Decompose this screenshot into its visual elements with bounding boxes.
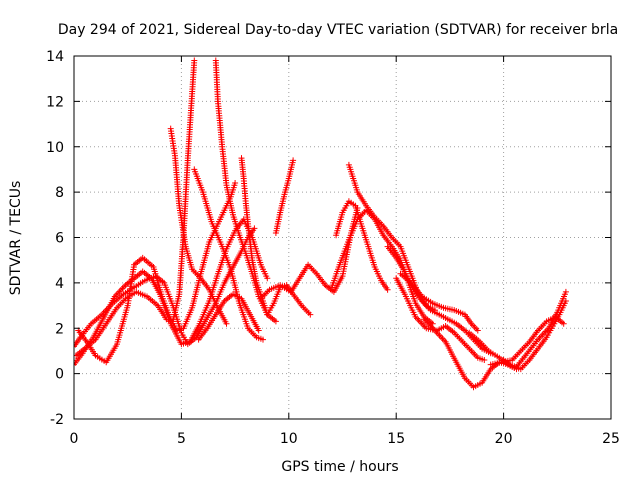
y-tick-label: 12 xyxy=(46,94,64,110)
y-tick-label: 6 xyxy=(55,231,64,247)
y-tick-label: -2 xyxy=(50,412,64,428)
series-arc-15 xyxy=(384,243,494,357)
series-markers xyxy=(167,125,230,327)
chart-title: Day 294 of 2021, Sidereal Day-to-day VTE… xyxy=(58,22,618,38)
series-markers xyxy=(393,275,488,363)
y-tick-label: 8 xyxy=(55,185,64,201)
series-markers xyxy=(191,166,266,343)
series-arc-10 xyxy=(272,157,297,236)
y-tick-label: 4 xyxy=(55,276,64,292)
y-tick-label: 0 xyxy=(55,367,64,383)
series-arc-14 xyxy=(328,207,436,327)
x-tick-label: 25 xyxy=(602,431,620,447)
x-tick-label: 5 xyxy=(177,431,186,447)
series-markers xyxy=(74,57,198,359)
series-markers xyxy=(75,180,239,366)
data-series xyxy=(74,57,569,391)
grid xyxy=(74,56,611,419)
x-tick-label: 20 xyxy=(495,431,513,447)
x-tick-label: 0 xyxy=(70,431,79,447)
x-tick-label: 15 xyxy=(387,431,405,447)
series-markers xyxy=(384,243,494,357)
series-markers xyxy=(500,298,569,373)
series-markers xyxy=(74,225,258,350)
series-arc-4 xyxy=(74,57,198,359)
series-arc-16 xyxy=(393,275,488,363)
series-markers xyxy=(397,270,481,334)
series-markers xyxy=(333,198,391,293)
series-arc-21 xyxy=(500,298,569,373)
y-tick-label: 14 xyxy=(46,49,64,65)
series-markers xyxy=(195,291,262,343)
series-arc-17 xyxy=(397,270,481,334)
series-arc-5 xyxy=(167,125,230,327)
series-markers xyxy=(238,155,314,318)
series-arc-12 xyxy=(333,198,391,293)
axis-ticks: 0 5 10 15 20 25 -2 0 2 4 6 8 10 12 14 xyxy=(46,49,620,447)
series-markers xyxy=(272,157,297,236)
x-axis-label: GPS time / hours xyxy=(281,459,398,475)
series-arc-3 xyxy=(75,180,239,366)
y-tick-label: 10 xyxy=(46,140,64,156)
y-axis-label: SDTVAR / TECUs xyxy=(8,181,24,296)
x-tick-label: 10 xyxy=(280,431,298,447)
y-tick-label: 2 xyxy=(55,321,64,337)
series-arc-6 xyxy=(191,166,266,343)
series-arc-8 xyxy=(195,291,262,343)
